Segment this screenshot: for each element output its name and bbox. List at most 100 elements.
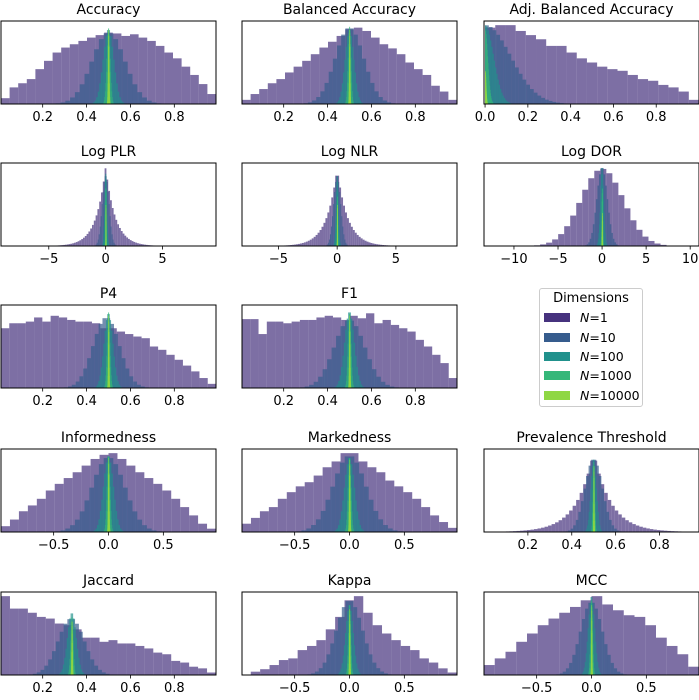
histogram-bar bbox=[358, 335, 363, 388]
histogram-bar bbox=[334, 630, 338, 675]
histogram-bar bbox=[190, 74, 199, 104]
histogram-bar bbox=[103, 343, 105, 388]
histogram-bar bbox=[174, 359, 183, 388]
histogram-bar bbox=[133, 381, 138, 388]
histogram-bar bbox=[117, 346, 122, 388]
histogram-bar bbox=[358, 519, 360, 532]
histogram-bar bbox=[120, 231, 123, 246]
histogram-bar bbox=[111, 330, 113, 388]
histogram-bar bbox=[343, 234, 345, 246]
histogram-bar bbox=[347, 57, 349, 104]
x-tick-label: 0.2 bbox=[273, 394, 294, 409]
histogram-bar bbox=[89, 61, 95, 104]
histogram-bar bbox=[113, 59, 115, 104]
histogram-bar bbox=[151, 102, 157, 104]
histogram-bar bbox=[527, 633, 538, 675]
x-tick-label: 0.4 bbox=[76, 681, 97, 696]
histogram-bar bbox=[113, 102, 114, 104]
histogram-bar bbox=[141, 338, 150, 388]
histogram-bar bbox=[352, 633, 354, 675]
histogram-bar bbox=[396, 54, 406, 104]
panel-adj-balanced-accuracy: Adj. Balanced Accuracy 0.0 0.2 0.4 0.6 0.8 bbox=[475, 2, 699, 125]
histogram-bar bbox=[112, 386, 113, 388]
histogram-bar bbox=[122, 102, 124, 104]
histogram-bar bbox=[9, 519, 19, 532]
histogram-bar bbox=[171, 660, 181, 675]
histogram-bar bbox=[537, 625, 549, 675]
histogram-bar bbox=[350, 330, 351, 388]
histogram-bar bbox=[489, 89, 491, 104]
histogram-bar bbox=[595, 476, 597, 532]
histogram-bar bbox=[173, 58, 182, 104]
histogram-bar bbox=[339, 519, 341, 532]
histogram-bar bbox=[355, 355, 357, 388]
histogram-bar bbox=[267, 83, 277, 104]
histogram-bar bbox=[144, 648, 154, 675]
histogram-bar bbox=[35, 69, 44, 104]
histogram-bar bbox=[603, 185, 604, 246]
histogram-bar bbox=[314, 671, 319, 675]
histogram-bar bbox=[105, 36, 107, 104]
histogram-bar bbox=[105, 519, 106, 532]
histogram-bar bbox=[337, 244, 339, 246]
histogram-bar bbox=[336, 528, 338, 532]
histogram-bar bbox=[485, 31, 487, 104]
x-tick-label: 0.0 bbox=[581, 681, 602, 696]
histogram-bar bbox=[78, 40, 87, 104]
histogram-bar bbox=[573, 525, 576, 532]
histogram-bar bbox=[55, 641, 60, 675]
histogram-bar bbox=[489, 85, 491, 104]
histogram-bar bbox=[129, 376, 134, 388]
histogram-bar bbox=[82, 237, 85, 246]
histogram-bar bbox=[348, 474, 349, 532]
series-n1 bbox=[1, 596, 216, 675]
panel-prevalence-threshold: Prevalence Threshold 0.2 0.4 0.6 0.8 bbox=[483, 430, 699, 553]
histogram-bar bbox=[138, 37, 148, 104]
histogram-bar bbox=[322, 662, 327, 675]
histogram-bar bbox=[75, 673, 76, 675]
histogram-bar bbox=[105, 462, 108, 532]
histogram-bar bbox=[171, 498, 181, 532]
legend-swatch bbox=[544, 313, 570, 323]
histogram-bar bbox=[207, 383, 216, 388]
histogram-bar bbox=[353, 607, 358, 675]
histogram-bar bbox=[94, 665, 99, 675]
histogram-bar bbox=[119, 97, 121, 104]
panel-title: P4 bbox=[100, 286, 117, 302]
x-tick-label: 0.8 bbox=[405, 394, 426, 409]
histogram-bar bbox=[506, 100, 508, 104]
histogram-bar bbox=[66, 638, 69, 675]
histogram-bar bbox=[653, 529, 657, 532]
legend-title: Dimensions bbox=[553, 291, 629, 306]
histogram-bar bbox=[275, 321, 284, 388]
panel-title: Markedness bbox=[308, 430, 392, 446]
histogram-bar bbox=[149, 346, 159, 388]
histogram-bar bbox=[431, 85, 440, 104]
histogram-bar bbox=[101, 672, 106, 675]
histogram-bar bbox=[327, 242, 329, 246]
histogram-bar bbox=[345, 474, 347, 532]
histogram-bar bbox=[106, 202, 108, 246]
histogram-bar bbox=[355, 655, 357, 675]
histogram-bar bbox=[335, 226, 336, 246]
legend-item: N =10000 bbox=[540, 386, 642, 405]
x-tick-label: −5 bbox=[39, 252, 58, 267]
histogram-bar bbox=[318, 376, 323, 388]
legend-symbol: N bbox=[580, 310, 590, 326]
histogram-bar bbox=[323, 222, 326, 246]
x-tick-label: 0.6 bbox=[603, 110, 624, 125]
histogram-bar bbox=[105, 381, 106, 388]
histogram-bar bbox=[112, 343, 114, 388]
histogram-bar bbox=[347, 487, 349, 532]
histogram-bar bbox=[548, 525, 552, 532]
histogram-bar bbox=[598, 224, 600, 246]
histogram-bar bbox=[588, 673, 589, 675]
histogram-bar bbox=[92, 224, 94, 246]
x-tick-label: 0.8 bbox=[164, 681, 185, 696]
histogram-bar bbox=[113, 333, 118, 388]
histogram-bar bbox=[120, 528, 122, 532]
histogram-bar bbox=[250, 517, 260, 532]
histogram-bar bbox=[423, 346, 433, 388]
histogram-bar bbox=[394, 486, 404, 532]
